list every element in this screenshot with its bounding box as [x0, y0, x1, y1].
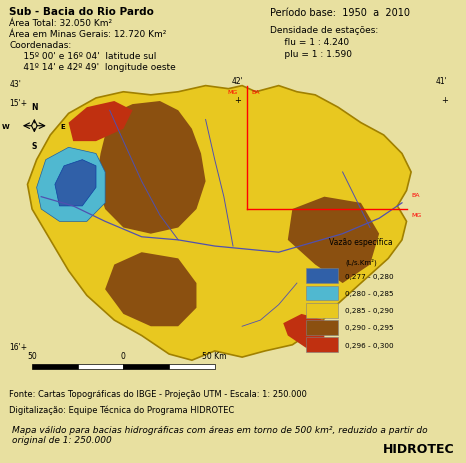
Text: Área em Minas Gerais: 12.720 Km²: Área em Minas Gerais: 12.720 Km²	[9, 30, 167, 39]
Text: 0,277 - 0,280: 0,277 - 0,280	[345, 273, 393, 279]
Text: Sub - Bacia do Rio Pardo: Sub - Bacia do Rio Pardo	[9, 6, 154, 17]
Text: +: +	[234, 96, 241, 105]
Text: 42': 42'	[232, 77, 243, 86]
Text: 41': 41'	[436, 77, 448, 86]
Bar	[306, 303, 338, 318]
Text: Área Total: 32.050 Km²: Área Total: 32.050 Km²	[9, 19, 112, 28]
Text: 15'+: 15'+	[9, 99, 27, 108]
Polygon shape	[37, 148, 105, 222]
Text: MG: MG	[227, 89, 238, 94]
Text: 16'+: 16'+	[9, 342, 27, 351]
Text: Mapa válido para bacias hidrográficas com áreas em torno de 500 km², reduzido a : Mapa válido para bacias hidrográficas co…	[12, 425, 427, 444]
Text: 41º 14' e 42º 49'  longitude oeste: 41º 14' e 42º 49' longitude oeste	[9, 63, 176, 71]
Text: Fonte: Cartas Topográficas do IBGE - Projeção UTM - Escala: 1: 250.000: Fonte: Cartas Topográficas do IBGE - Pro…	[9, 389, 307, 399]
Text: Densidade de estações:: Densidade de estações:	[269, 26, 378, 35]
Text: 43': 43'	[9, 80, 21, 89]
Bar	[32, 364, 78, 369]
Bar	[306, 286, 338, 300]
Text: 50: 50	[27, 351, 37, 360]
Polygon shape	[105, 253, 197, 326]
Polygon shape	[55, 160, 96, 206]
Text: +: +	[441, 96, 448, 105]
Text: N: N	[31, 102, 38, 112]
Text: 0,280 - 0,285: 0,280 - 0,285	[345, 290, 393, 296]
Text: E: E	[61, 124, 66, 130]
Bar	[306, 269, 338, 283]
Text: S: S	[32, 141, 37, 150]
Text: Digitalização: Equipe Técnica do Programa HIDROTEC: Digitalização: Equipe Técnica do Program…	[9, 405, 234, 414]
Text: Período base:  1950  a  2010: Período base: 1950 a 2010	[269, 8, 410, 18]
Text: 15º 00' e 16º 04'  latitude sul: 15º 00' e 16º 04' latitude sul	[9, 51, 157, 61]
Text: HIDROTEC: HIDROTEC	[383, 442, 454, 455]
Text: 0: 0	[121, 351, 126, 360]
Text: Coordenadas:: Coordenadas:	[9, 41, 71, 50]
Text: MG: MG	[411, 213, 421, 218]
Bar	[306, 320, 338, 335]
Bar	[306, 338, 338, 352]
Text: Vazão específica: Vazão específica	[329, 238, 393, 246]
Polygon shape	[96, 102, 206, 234]
Bar	[169, 364, 215, 369]
Polygon shape	[283, 314, 324, 348]
Text: BA: BA	[411, 192, 419, 197]
Text: 0,296 - 0,300: 0,296 - 0,300	[345, 342, 393, 348]
Text: BA: BA	[251, 89, 260, 94]
Text: W: W	[2, 124, 9, 130]
Text: flu = 1 : 4.240: flu = 1 : 4.240	[269, 38, 349, 47]
Polygon shape	[27, 87, 411, 360]
Polygon shape	[288, 197, 379, 283]
Bar	[123, 364, 169, 369]
Text: plu = 1 : 1.590: plu = 1 : 1.590	[269, 50, 351, 59]
Text: 0,290 - 0,295: 0,290 - 0,295	[345, 325, 393, 331]
Text: (L/s.Km²): (L/s.Km²)	[345, 257, 377, 265]
Text: 50 Km: 50 Km	[203, 351, 227, 360]
Text: 0,285 - 0,290: 0,285 - 0,290	[345, 307, 393, 313]
Bar	[78, 364, 123, 369]
Polygon shape	[69, 102, 132, 142]
